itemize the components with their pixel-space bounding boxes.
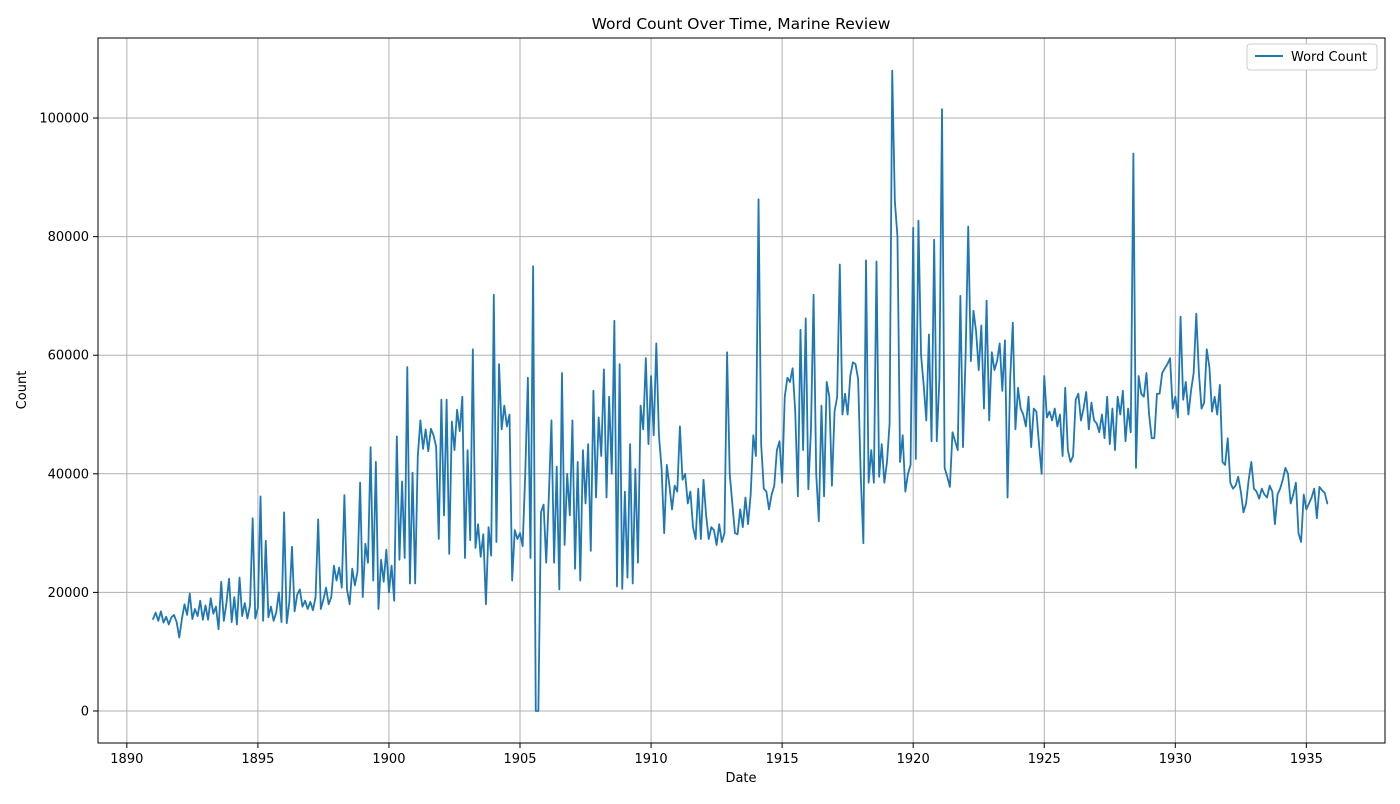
x-tick-label: 1915	[766, 752, 799, 767]
legend-box	[1246, 43, 1378, 71]
x-tick-label: 1925	[1028, 752, 1061, 767]
y-tick-label: 60000	[48, 349, 89, 364]
y-axis-ticks: 0 20000 40000 60000 80000 100000	[39, 112, 98, 719]
y-tick-label: 20000	[48, 586, 89, 601]
series-line-word-count	[152, 69, 1329, 712]
y-tick-label: 40000	[48, 467, 89, 482]
x-tick-label: 1890	[110, 752, 143, 767]
x-tick-label: 1900	[372, 752, 405, 767]
y-axis-label: Count	[15, 371, 30, 410]
x-tick-label: 1930	[1159, 752, 1192, 767]
y-tick-label: 0	[81, 704, 89, 719]
y-tick-label: 80000	[48, 230, 89, 245]
x-tick-label: 1920	[897, 752, 930, 767]
x-axis-ticks: 1890 1895 1900 1905 1910 1915 1920 1925 1930 1935	[110, 743, 1323, 767]
x-tick-label: 1905	[503, 752, 536, 767]
chart-title: Word Count Over Time, Marine Review	[592, 15, 891, 33]
legend-label-word-count: Word Count	[1291, 50, 1367, 65]
x-tick-label: 1935	[1290, 752, 1323, 767]
series-layer	[152, 69, 1329, 712]
grid-lines	[98, 38, 1385, 743]
y-tick-label: 100000	[39, 112, 89, 127]
legend: Word Count	[1246, 43, 1378, 71]
x-tick-label: 1895	[241, 752, 274, 767]
x-tick-label: 1910	[635, 752, 668, 767]
plot-frame	[97, 37, 1386, 744]
x-axis-label: Date	[725, 771, 756, 786]
